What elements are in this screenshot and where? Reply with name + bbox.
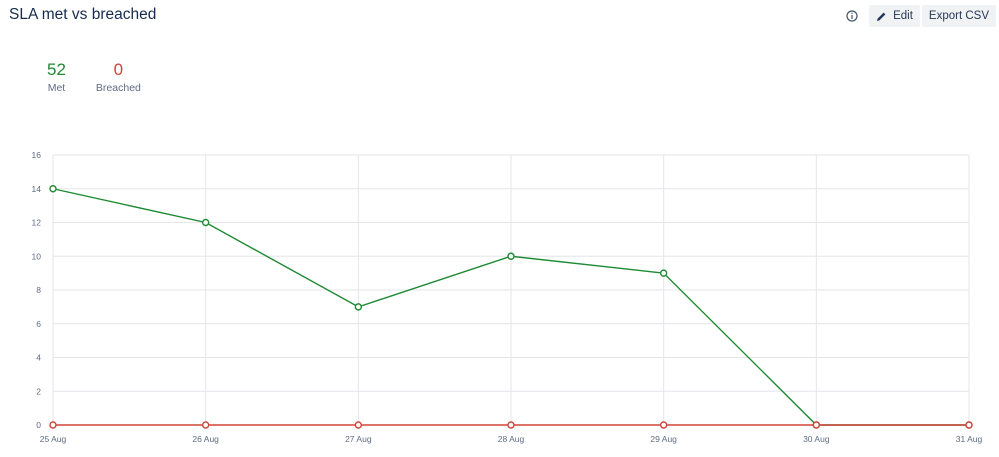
breached-data-point (812, 421, 821, 429)
x-tick-label: 28 Aug (498, 434, 525, 444)
met-data-point (354, 303, 363, 311)
met-label: Met (47, 82, 66, 94)
breached-data-point (49, 421, 57, 429)
edit-label: Edit (893, 10, 913, 22)
chart-title: SLA met vs breached (9, 6, 157, 23)
met-count: 52 (47, 60, 66, 79)
y-tick-label: 10 (32, 251, 42, 261)
breached-data-point (201, 421, 210, 429)
y-tick-label: 2 (36, 386, 41, 396)
pencil-icon (876, 11, 887, 22)
y-tick-label: 4 (36, 353, 41, 363)
breached-label: Breached (95, 82, 141, 94)
breached-data-point (354, 421, 363, 429)
y-tick-label: 0 (36, 420, 41, 430)
y-tick-label: 16 (32, 150, 42, 160)
breached-data-point (965, 421, 973, 429)
breached-count: 0 (113, 60, 124, 79)
info-icon[interactable] (841, 5, 863, 27)
met-data-point (201, 218, 210, 227)
summary-stats: 52 Met 0 Breached (47, 60, 141, 94)
x-tick-label: 25 Aug (40, 434, 67, 444)
x-tick-label: 31 Aug (956, 434, 983, 444)
x-tick-label: 27 Aug (345, 434, 372, 444)
y-tick-label: 14 (32, 184, 42, 194)
breached-data-point (659, 421, 668, 429)
y-tick-label: 6 (36, 319, 41, 329)
breached-data-point (507, 421, 515, 429)
y-tick-label: 8 (36, 285, 41, 295)
toolbar: Edit Export CSV (841, 5, 996, 27)
export-csv-button[interactable]: Export CSV (921, 5, 996, 27)
export-csv-label: Export CSV (928, 10, 989, 22)
met-stat: 52 Met (47, 60, 66, 94)
x-tick-label: 30 Aug (803, 434, 830, 444)
breached-stat: 0 Breached (96, 60, 141, 94)
x-tick-label: 29 Aug (650, 434, 677, 444)
edit-button[interactable]: Edit (869, 5, 920, 27)
met-data-point (659, 269, 668, 277)
met-data-point (49, 185, 57, 193)
x-tick-label: 26 Aug (192, 434, 219, 444)
y-tick-label: 12 (32, 218, 42, 228)
met-data-point (507, 252, 515, 260)
